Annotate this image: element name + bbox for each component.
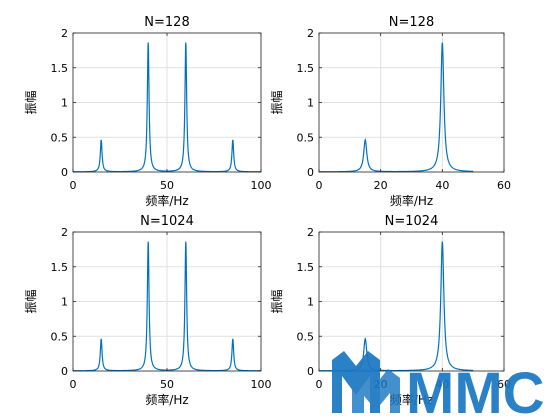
y-tick-label: 2	[61, 27, 68, 40]
y-tick-label: 0	[307, 365, 314, 378]
x-tick-label: 60	[497, 378, 511, 391]
x-tick-label: 100	[251, 179, 272, 192]
x-tick-label: 40	[435, 378, 449, 391]
y-tick-label: 1.5	[297, 261, 315, 274]
x-tick-label: 60	[497, 179, 511, 192]
chart-title: N=1024	[140, 214, 194, 229]
chart-title: N=1024	[385, 214, 439, 229]
x-tick-label: 50	[160, 179, 174, 192]
x-axis-label: 频率/Hz	[145, 193, 188, 208]
y-tick-label: 1.5	[51, 261, 69, 274]
watermark-text: MMC	[406, 361, 545, 420]
subplot-2: 0 20 40 60 0 0.5 1 1.5 2 N=128 频率/Hz 振幅	[269, 15, 511, 208]
chart-title: N=128	[389, 15, 434, 30]
y-tick-label: 2	[61, 226, 68, 239]
x-axis-label: 频率/Hz	[145, 392, 188, 407]
y-tick-label: 1.5	[51, 62, 69, 75]
y-tick-label: 0	[61, 365, 68, 378]
y-axis-label: 振幅	[23, 90, 38, 114]
mmc-logo-accent-icon	[352, 369, 400, 413]
x-tick-label: 50	[160, 378, 174, 391]
x-tick-label: 0	[70, 179, 77, 192]
y-axis-label: 振幅	[23, 289, 38, 313]
x-tick-label: 0	[316, 378, 323, 391]
subplot-1: 0 50 100 0 0.5 1 1.5 2 N=128 频率/Hz 振幅	[23, 15, 272, 208]
x-tick-label: 0	[70, 378, 77, 391]
x-tick-label: 100	[251, 378, 272, 391]
y-axis-label: 振幅	[269, 90, 284, 114]
y-tick-label: 0.5	[297, 330, 315, 343]
subplot-3: 0 50 100 0 0.5 1 1.5 2 N=1024 频率/Hz 振幅	[23, 214, 272, 407]
y-tick-label: 2	[307, 226, 314, 239]
y-tick-label: 0	[307, 166, 314, 179]
x-axis-label: 频率/Hz	[390, 193, 433, 208]
y-tick-label: 1	[307, 296, 314, 309]
x-tick-label: 0	[316, 179, 323, 192]
spectrum-line	[319, 42, 474, 173]
y-tick-label: 1	[61, 296, 68, 309]
y-tick-label: 0	[61, 166, 68, 179]
x-tick-label: 20	[374, 179, 388, 192]
chart-title: N=128	[144, 15, 189, 30]
mmc-watermark: MMC	[332, 351, 545, 420]
y-tick-label: 1.5	[297, 62, 315, 75]
y-tick-label: 0.5	[51, 330, 69, 343]
x-axis-label: 频率/Hz	[390, 392, 433, 407]
y-tick-label: 1	[61, 97, 68, 110]
y-tick-label: 2	[307, 27, 314, 40]
y-axis-label: 振幅	[269, 289, 284, 313]
y-tick-label: 1	[307, 97, 314, 110]
y-tick-label: 0.5	[297, 131, 315, 144]
x-tick-label: 40	[435, 179, 449, 192]
y-tick-label: 0.5	[51, 131, 69, 144]
